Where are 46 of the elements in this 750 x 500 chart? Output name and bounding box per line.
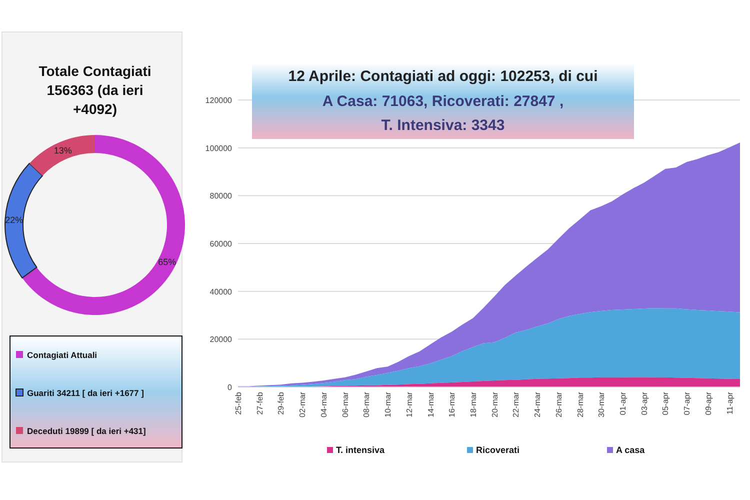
- x-tick-label: 08-mar: [362, 392, 372, 418]
- chart-title: 12 Aprile: Contagiati ad oggi: 102253, di cui: [288, 68, 598, 85]
- data-label: 65%: [158, 256, 176, 267]
- x-tick-label: 26-mar: [554, 392, 564, 418]
- y-tick-label: 40000: [210, 287, 233, 296]
- y-tick-label: 0: [228, 383, 233, 392]
- x-tick-label: 04-mar: [319, 392, 328, 418]
- legend-label: T. intensiva: [336, 445, 386, 455]
- legend-label: A casa: [616, 445, 646, 455]
- x-tick-label: 03-apr: [640, 392, 649, 416]
- data-label: 22%: [5, 214, 24, 225]
- data-label: 13%: [54, 146, 72, 156]
- x-tick-label: 02-mar: [298, 392, 308, 418]
- x-tick-label: 29-feb: [276, 391, 286, 415]
- donut-slice: [22, 135, 185, 315]
- x-tick-label: 12-mar: [404, 392, 414, 418]
- x-tick-label: 06-mar: [340, 392, 350, 418]
- y-tick-label: 80000: [210, 192, 233, 201]
- x-tick-label: 25-feb: [234, 391, 243, 415]
- y-tick-label: 100000: [205, 144, 233, 153]
- x-tick-label: 18-mar: [468, 392, 478, 418]
- x-tick-label: 22-mar: [512, 392, 521, 418]
- chart-subtitle: A Casa: 71063, Ricoverati: 27847 , T. Intensiva: 3343: [322, 93, 564, 134]
- x-tick-label: 14-mar: [426, 392, 436, 418]
- donut-slice: [4, 162, 44, 278]
- x-tick-label: 01-apr: [618, 392, 628, 416]
- y-tick-label: 120000: [205, 96, 233, 105]
- x-tick-label: 10-mar: [384, 392, 393, 418]
- x-tick-label: 11-apr: [725, 392, 734, 415]
- x-tick-label: 28-mar: [576, 392, 585, 418]
- x-tick-label: 20-mar: [490, 392, 500, 418]
- x-tick-label: 27-feb: [255, 391, 264, 415]
- x-tick-label: 30-mar: [597, 392, 606, 418]
- y-tick-label: 60000: [210, 240, 233, 248]
- y-tick-label: 20000: [210, 335, 233, 344]
- legend-label: Ricoverati: [476, 445, 520, 455]
- legend-label: Contagiati Attuali: [27, 350, 98, 360]
- legend-label: Guariti 34211 [ da ieri +1677 ]: [27, 388, 144, 398]
- chart-title: Totale Contagiati 156363 (da ieri +4092): [38, 63, 152, 117]
- x-tick-label: 16-mar: [448, 392, 457, 418]
- donut-slice: [29, 135, 95, 176]
- x-tick-label: 07-apr: [682, 392, 692, 416]
- legend-label: Deceduti 19899 [ da ieri +431]: [27, 426, 146, 436]
- x-tick-label: 24-mar: [533, 392, 542, 418]
- x-tick-label: 09-apr: [704, 392, 713, 416]
- x-tick-label: 05-apr: [661, 392, 670, 416]
